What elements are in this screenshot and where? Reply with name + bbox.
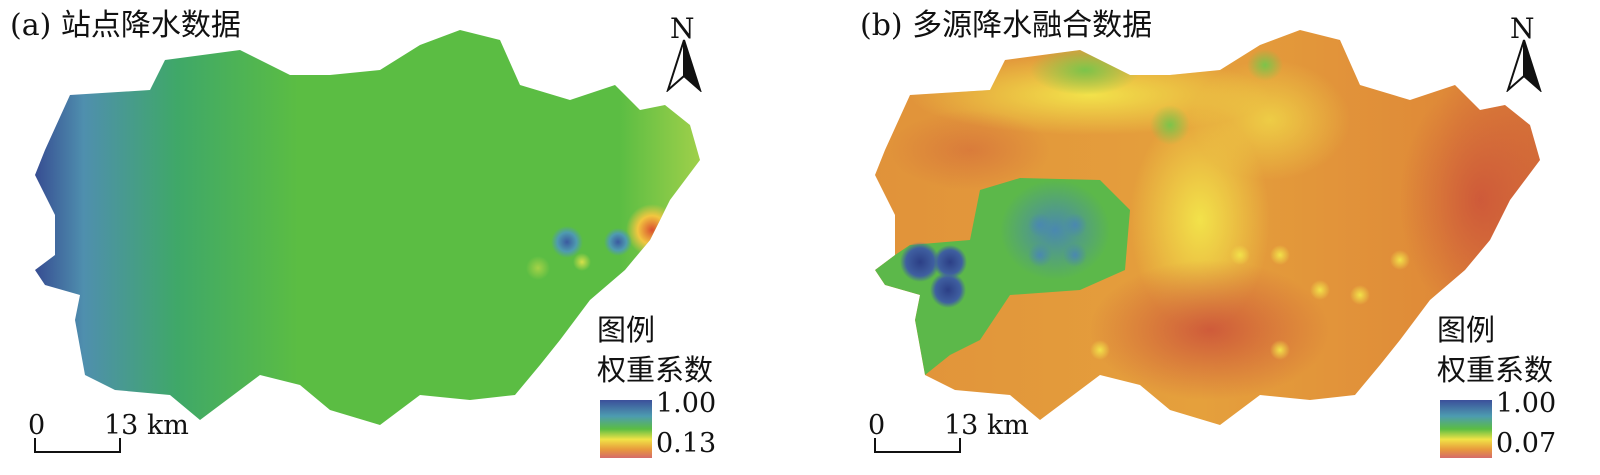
legend-title: 图例 (1437, 313, 1496, 347)
hotspot-low (626, 204, 678, 256)
hotspot-mid (573, 253, 591, 271)
legend-min-value: 0.07 (1496, 428, 1557, 459)
hotspot-high (933, 245, 967, 279)
hotspot-high (1063, 243, 1087, 267)
hotspot-high (930, 272, 966, 308)
north-arrow-icon (1506, 39, 1542, 92)
panel-title: (a) 站点降水数据 (10, 8, 241, 43)
panel-title: (b) 多源降水融合数据 (860, 8, 1153, 43)
scale-bar (874, 438, 961, 453)
legend-title: 图例 (597, 313, 656, 347)
hotspot-high (604, 228, 632, 256)
north-arrow-icon (666, 39, 702, 92)
north-label: N (1510, 12, 1535, 45)
hotspot-high (1028, 243, 1052, 267)
hotspot-high (551, 226, 583, 258)
hotspot-high (900, 242, 940, 282)
legend-subtitle: 权重系数 (1437, 353, 1554, 387)
weight-coefficient-map (875, 30, 1540, 425)
legend-color-ramp (600, 400, 652, 458)
hotspot-high (1028, 213, 1052, 237)
scale-zero-label: 0 (868, 410, 886, 441)
scale-distance-label: 13 km (104, 410, 189, 441)
scale-distance-label: 13 km (944, 410, 1029, 441)
legend-max-value: 1.00 (656, 388, 717, 419)
panel-station-precipitation: (a) 站点降水数据 (10, 8, 717, 459)
weight-coefficient-map (35, 30, 700, 425)
legend-min-value: 0.13 (656, 428, 717, 459)
north-arrow: N (664, 12, 704, 92)
legend-color-ramp (1440, 400, 1492, 458)
panel-multisource-fusion: (b) 多源降水融合数据 (840, 0, 1600, 475)
north-arrow: N (1504, 12, 1544, 92)
hotspot-high (1063, 213, 1087, 237)
scale-zero-label: 0 (28, 410, 46, 441)
hotspot-mid (526, 256, 550, 280)
legend-max-value: 1.00 (1496, 388, 1557, 419)
legend-subtitle: 权重系数 (597, 353, 714, 387)
north-label: N (670, 12, 695, 45)
scale-bar (34, 438, 121, 453)
